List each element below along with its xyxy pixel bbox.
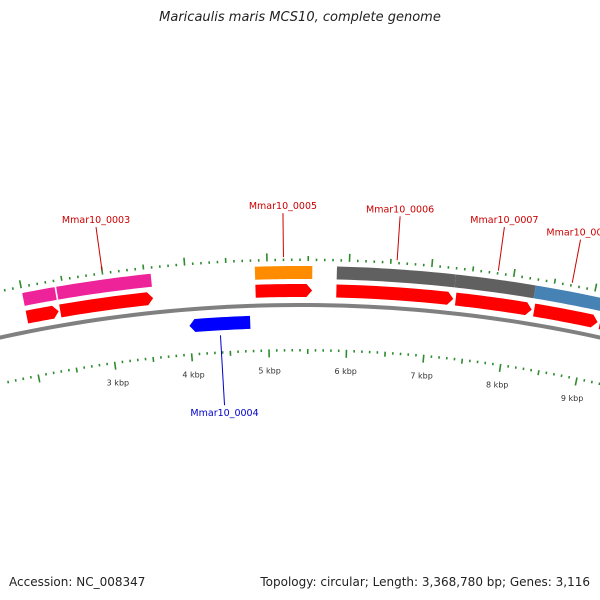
gene-leader-line <box>396 216 401 261</box>
gene-label: Mmar10_0006 <box>366 204 434 215</box>
gene-leader-line <box>571 239 582 283</box>
kbp-label: 8 kbp <box>486 381 508 390</box>
outer-tick <box>18 280 22 289</box>
kbp-label: 6 kbp <box>334 367 356 376</box>
outer-tick-marks <box>3 253 598 292</box>
feature-segment <box>56 273 152 300</box>
inner-tick <box>14 379 17 382</box>
gene-labels: Mmar10_0003 Mmar10_0005 Mmar10_0006 Mmar10_… <box>62 201 600 419</box>
reverse-gene-track <box>189 315 251 332</box>
gene-label: Mmar10_0008 <box>546 228 600 239</box>
inner-tick <box>22 377 25 381</box>
inner-tick <box>113 361 117 370</box>
inner-tick <box>498 363 502 372</box>
gene-leader-line <box>219 335 226 406</box>
map-title: Maricaulis maris MCS10, complete genome <box>159 10 441 25</box>
kbp-label: 9 kbp <box>561 394 583 403</box>
kbp-labels: 3 kbp 4 kbp 5 kbp 6 kbp 7 kbp 8 kbp 9 kbp <box>107 366 584 403</box>
outer-tick <box>183 257 186 266</box>
kbp-label: 5 kbp <box>258 366 280 375</box>
inner-tick <box>152 356 155 363</box>
inner-tick-marks <box>7 349 600 386</box>
inner-tick <box>590 380 593 384</box>
outer-tick <box>142 264 145 270</box>
gene-label: Mmar10_0004 <box>190 408 258 419</box>
forward-gene-arrow <box>59 292 154 318</box>
forward-gene-arrow <box>336 284 454 305</box>
forward-gene-arrow <box>533 303 598 328</box>
inner-tick <box>574 377 578 386</box>
feature-segment <box>454 274 536 299</box>
inner-tick <box>537 370 540 376</box>
reverse-gene-arrow <box>189 315 251 332</box>
forward-gene-arrow <box>25 305 59 324</box>
feature-segment <box>336 266 456 288</box>
gene-leader-line <box>282 213 284 258</box>
gene-leader-line <box>497 226 505 271</box>
kbp-label: 7 kbp <box>410 372 432 381</box>
feature-segment <box>533 285 600 311</box>
outer-tick <box>594 283 598 292</box>
genome-backbone <box>0 302 600 340</box>
inner-tick <box>37 374 41 383</box>
forward-gene-track <box>25 284 600 330</box>
gene-label: Mmar10_0007 <box>470 215 538 226</box>
gene-label: Mmar10_0005 <box>249 201 317 212</box>
genome-summary: Topology: circular; Length: 3,368,780 bp… <box>260 575 590 589</box>
inner-tick <box>190 353 194 362</box>
feature-segment <box>254 266 313 280</box>
feature-segment <box>22 287 57 306</box>
outer-tick <box>431 258 434 268</box>
inner-tick <box>422 354 425 363</box>
forward-gene-arrow <box>454 292 532 316</box>
gene-label: Mmar10_0003 <box>62 215 130 226</box>
inner-tick <box>7 380 10 384</box>
outer-tick <box>3 288 6 292</box>
accession-text: Accession: NC_008347 <box>9 575 146 589</box>
outer-tick <box>553 278 557 284</box>
outer-tick <box>472 266 475 272</box>
inner-tick <box>583 379 586 382</box>
backbone-arc <box>0 302 600 340</box>
inner-tick <box>460 358 464 364</box>
kbp-label: 4 kbp <box>182 370 204 379</box>
gene-leader-line <box>95 226 103 271</box>
outer-tick <box>512 268 516 278</box>
inner-tick <box>75 367 78 373</box>
kbp-label: 3 kbp <box>107 379 129 388</box>
outer-tick <box>60 275 63 281</box>
feature-track <box>22 266 600 311</box>
forward-gene-arrow <box>255 284 313 298</box>
